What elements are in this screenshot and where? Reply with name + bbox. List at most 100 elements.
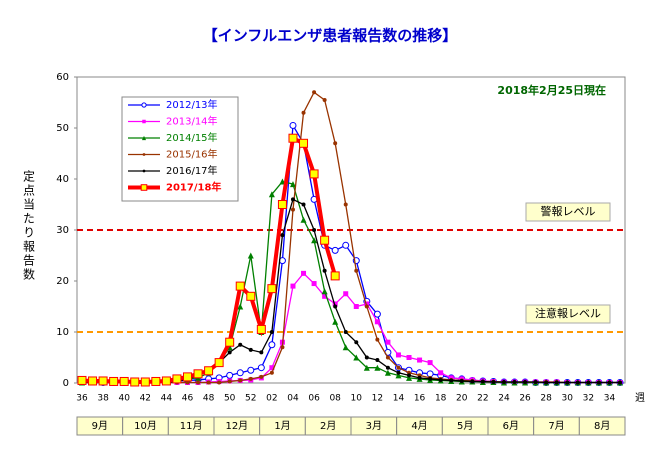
marker: [259, 374, 264, 379]
series-line: [82, 272, 620, 384]
legend: [121, 96, 239, 202]
month-label: 4月: [411, 420, 427, 432]
y-tick-label: 20: [56, 276, 69, 287]
marker: [395, 352, 401, 358]
marker: [172, 374, 182, 384]
legend-label: 2014/15年: [166, 131, 218, 144]
marker: [214, 358, 224, 368]
marker: [236, 369, 244, 377]
marker: [119, 376, 129, 386]
marker: [395, 372, 402, 379]
marker: [428, 376, 433, 381]
x-tick-label: 10: [351, 394, 363, 404]
marker: [185, 380, 190, 385]
x-tick-label: 30: [562, 394, 574, 404]
series-line: [82, 198, 620, 384]
month-label: 5月: [457, 420, 473, 432]
marker: [343, 330, 348, 334]
marker: [248, 347, 253, 352]
marker: [565, 380, 570, 385]
legend-label: 2016/17年: [166, 164, 218, 177]
reference-label: 警報レベル: [541, 204, 596, 218]
marker: [280, 233, 285, 238]
marker: [161, 376, 171, 386]
marker: [374, 364, 381, 371]
y-tick-label: 30: [56, 225, 69, 236]
marker: [554, 380, 559, 385]
marker: [596, 380, 601, 385]
marker: [544, 380, 549, 385]
month-label: 8月: [594, 420, 610, 432]
marker: [396, 365, 401, 370]
marker: [406, 355, 412, 360]
marker: [280, 345, 285, 350]
marker: [88, 376, 98, 386]
marker: [375, 337, 380, 342]
marker: [364, 301, 370, 307]
marker: [256, 324, 266, 334]
marker: [259, 350, 264, 355]
marker: [385, 365, 390, 370]
marker: [206, 380, 211, 385]
marker: [586, 380, 591, 385]
legend-label: 2017/18年: [166, 181, 221, 194]
marker: [248, 376, 253, 381]
marker: [312, 90, 317, 95]
x-tick-label: 04: [287, 394, 299, 404]
marker: [343, 291, 349, 297]
marker: [238, 342, 243, 347]
marker: [364, 355, 369, 360]
x-tick-label: 06: [308, 394, 320, 404]
month-label: 7月: [548, 420, 564, 432]
marker: [374, 319, 380, 325]
marker: [289, 181, 296, 188]
month-label: 10月: [134, 420, 157, 432]
marker: [320, 235, 330, 245]
marker: [396, 370, 401, 375]
marker: [343, 202, 348, 207]
marker: [406, 374, 413, 381]
x-tick-label: 50: [224, 394, 236, 404]
marker: [98, 376, 108, 386]
marker: [353, 304, 359, 309]
marker: [512, 379, 517, 384]
month-label: 11月: [180, 420, 203, 432]
legend-label: 2015/16年: [166, 148, 218, 161]
marker: [470, 379, 475, 384]
month-cell: [578, 416, 626, 436]
x-tick-label: 08: [329, 394, 341, 404]
y-tick-label: 40: [56, 174, 69, 185]
marker: [459, 378, 464, 383]
marker: [204, 366, 214, 376]
x-tick-label: 32: [583, 394, 594, 404]
marker: [373, 310, 381, 318]
x-unit-label: 週: [635, 392, 645, 404]
chart-title: 【インフルエンザ患者報告数の推移】: [203, 27, 458, 45]
marker: [618, 380, 622, 385]
marker: [182, 372, 192, 382]
marker: [385, 339, 391, 345]
marker: [332, 301, 338, 307]
marker: [364, 304, 369, 309]
marker: [301, 202, 306, 207]
x-tick-label: 20: [456, 394, 468, 404]
marker: [427, 360, 433, 366]
x-tick-label: 14: [393, 394, 405, 404]
x-tick-label: 34: [604, 394, 616, 404]
marker: [385, 355, 390, 360]
month-label: 3月: [366, 420, 382, 432]
month-label: 6月: [503, 420, 519, 432]
month-label: 9月: [92, 420, 108, 432]
marker: [332, 318, 339, 325]
marker: [354, 340, 359, 345]
marker: [227, 350, 232, 355]
marker: [438, 370, 444, 376]
marker: [247, 252, 254, 259]
marker: [342, 241, 350, 249]
x-tick-label: 38: [97, 394, 109, 404]
marker: [523, 379, 528, 384]
marker: [353, 354, 360, 361]
x-tick-label: 02: [266, 394, 277, 404]
marker: [384, 369, 391, 376]
x-tick-label: 36: [76, 394, 88, 404]
